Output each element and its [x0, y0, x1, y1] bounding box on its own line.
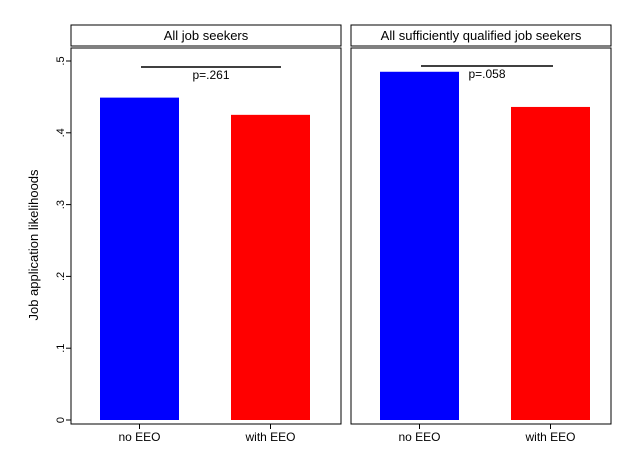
panel-1-frame — [350, 47, 612, 425]
panel-1-title: All sufficiently qualified job seekers — [381, 28, 582, 43]
panel-1-bar-0 — [380, 71, 459, 421]
y-tick-label-5: .5 — [55, 56, 67, 65]
panel-0-title: All job seekers — [164, 28, 249, 43]
y-axis-title: Job application likelihoods — [26, 169, 41, 321]
panel-1-header-box — [350, 24, 612, 47]
panel-1-p-value-label: p=.058 — [468, 67, 505, 81]
y-tick-label-2: .2 — [55, 272, 67, 281]
panel-1-category-label-1: with EEO — [524, 430, 575, 444]
y-tick-label-1: .1 — [55, 344, 67, 353]
panel-0-frame — [70, 47, 342, 425]
panel-0-category-label-0: no EEO — [118, 430, 160, 444]
y-tick-label-3: .3 — [55, 200, 67, 209]
panel-0-p-value-label: p=.261 — [192, 68, 229, 82]
panel-0-bar-0 — [100, 97, 179, 421]
panel-0-bar-1 — [231, 114, 310, 420]
y-tick-label-4: .4 — [55, 128, 67, 137]
y-tick-label-0: 0 — [55, 417, 67, 423]
panel-1-bar-1 — [511, 106, 590, 421]
panel-1-category-label-0: no EEO — [398, 430, 440, 444]
panel-0-header-box — [70, 24, 342, 47]
panel-0-category-label-1: with EEO — [244, 430, 295, 444]
